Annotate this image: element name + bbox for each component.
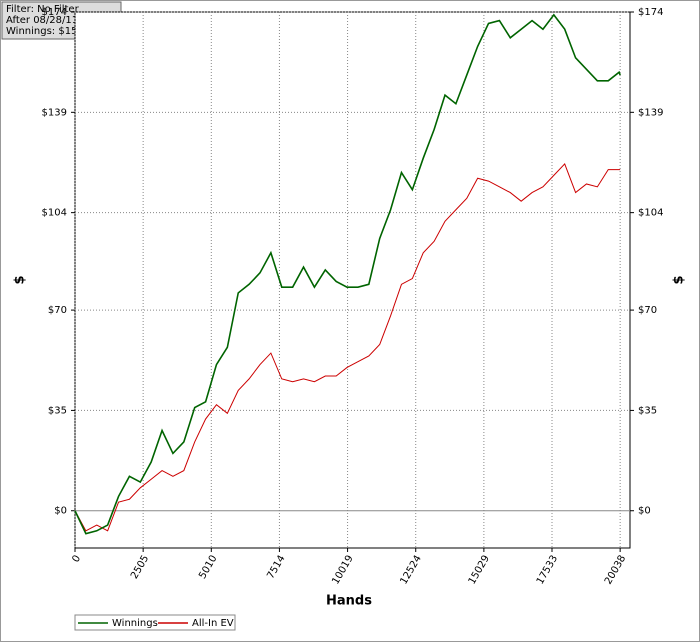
series-line [74,162,621,532]
x-tick-label: 0 [70,554,83,565]
info-after: After 08/28/11 23:45:13 [6,15,126,26]
y-tick-label: $174 [42,7,67,18]
plot-area [74,11,631,549]
y2-tick-label: $174 [638,7,663,18]
y-axis-label: $ [13,275,28,284]
info-box: Filter: No Filter After 08/28/11 23:45:1… [1,1,126,40]
y-tick-label: $70 [48,305,67,316]
y2-axis-label: $ [672,275,687,284]
y-tick-label: $0 [54,506,67,517]
y-tick-label: $104 [42,208,67,219]
legend-label: All-In EV [192,618,234,629]
y2-tick-label: $139 [638,107,663,118]
x-axis-label: Hands [326,594,372,609]
legend: Winnings All-In EV [74,614,236,631]
info-filter: Filter: No Filter [6,4,80,15]
series-line [74,13,621,535]
legend-label: Winnings [112,618,158,629]
y2-tick-label: $35 [638,405,657,416]
legend-box [74,614,236,631]
y-tick-label: $35 [48,405,67,416]
y-tick-label: $139 [42,107,67,118]
y2-tick-label: $70 [638,305,657,316]
y2-tick-label: $104 [638,208,663,219]
info-winnings: Winnings: $151.67 [6,26,100,37]
y2-tick-label: $0 [638,506,651,517]
